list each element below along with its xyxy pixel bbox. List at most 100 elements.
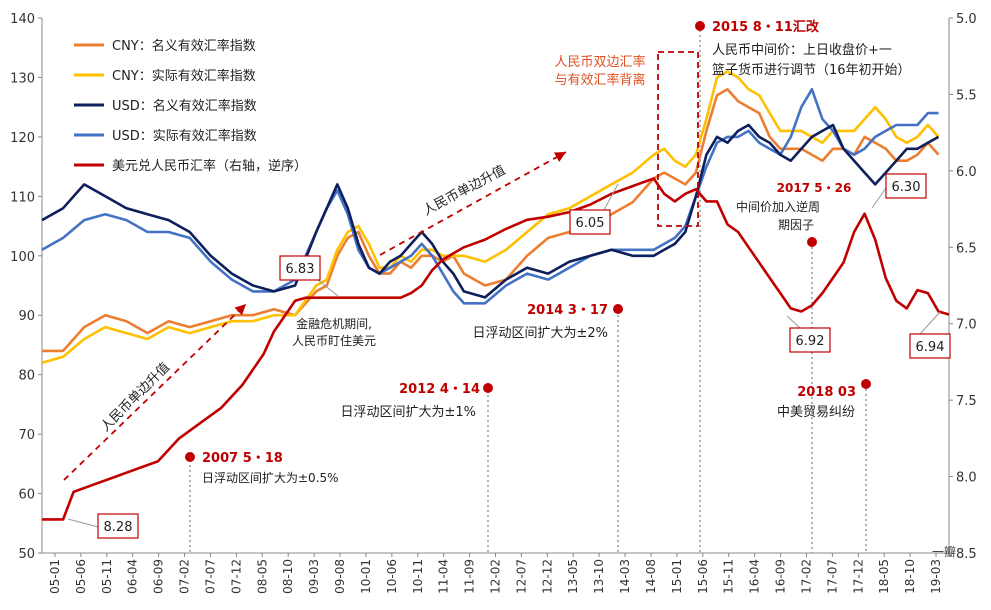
value-box xyxy=(885,173,927,199)
x-tick-label: 16-09 xyxy=(774,559,788,594)
right-tick-label: 7.5 xyxy=(956,394,977,409)
watermark-text: 一瓣 xyxy=(932,545,956,559)
left-tick-label: 120 xyxy=(10,131,35,146)
x-tick-label: 10-06 xyxy=(385,559,399,594)
x-tick-label: 09-03 xyxy=(307,559,321,594)
value-box-text: 6.05 xyxy=(576,216,605,231)
legend-label: 美元兑人民币汇率（右轴，逆序） xyxy=(112,158,307,174)
x-tick-label: 05-06 xyxy=(74,559,88,594)
event-text: 中间价加入逆周 xyxy=(736,199,820,214)
event-dot xyxy=(613,304,623,314)
value-box-leader xyxy=(919,311,941,335)
event-dot xyxy=(861,379,871,389)
event-text: 篮子货币进行调节（16年初开始） xyxy=(712,62,911,78)
x-tick-label: 07-12 xyxy=(229,559,243,594)
left-tick-label: 70 xyxy=(18,428,35,443)
event-date-label: 2007 5・18 xyxy=(202,451,283,466)
event-lines xyxy=(189,30,867,553)
x-tick-label: 07-07 xyxy=(203,559,217,594)
x-tick-label: 17-12 xyxy=(851,559,865,594)
dashed-arrow xyxy=(379,151,567,256)
event-date-label: 2018 03 xyxy=(797,385,856,400)
series-line xyxy=(42,88,940,353)
x-tick-label: 10-01 xyxy=(359,559,373,594)
x-tick-label: 08-05 xyxy=(255,559,269,594)
right-tick-label: 8.0 xyxy=(956,471,977,486)
value-box-text: 6.92 xyxy=(796,334,825,349)
x-tick-label: 09-08 xyxy=(333,559,347,594)
left-tick-label: 80 xyxy=(18,369,35,384)
left-tick-label: 130 xyxy=(10,71,35,86)
left-tick-label: 50 xyxy=(18,547,35,562)
x-tick-label: 11-09 xyxy=(463,559,477,594)
event-dot xyxy=(695,21,705,31)
value-box-leader xyxy=(786,315,801,329)
value-box-text: 6.94 xyxy=(916,340,945,355)
event-dot xyxy=(483,383,493,393)
series-line xyxy=(41,70,940,365)
left-tick-label: 110 xyxy=(10,190,35,205)
right-tick-label: 7.0 xyxy=(956,318,977,333)
note-text: 人民币双边汇率 xyxy=(554,54,645,70)
series-line xyxy=(41,123,940,299)
right-tick-label: 8.5 xyxy=(956,547,977,562)
note-text: 金融危机期间, xyxy=(296,316,372,331)
series-lines xyxy=(41,70,950,521)
x-tick-label: 06-04 xyxy=(126,559,140,594)
note-text: 与有效汇率背离 xyxy=(554,72,645,88)
value-box-leader xyxy=(317,279,339,297)
right-tick-label: 6.0 xyxy=(956,165,977,180)
event-dot xyxy=(807,237,817,247)
legend: CNY：名义有效汇率指数 CNY：实际有效汇率指数 USD：名义有效汇率指数 USD：… xyxy=(74,38,307,174)
value-box xyxy=(909,333,951,359)
x-tick-label: 15-01 xyxy=(670,559,684,594)
x-tick-label: 14-03 xyxy=(618,559,632,594)
right-tick-label: 5.5 xyxy=(956,88,977,103)
x-tick-label: 14-08 xyxy=(644,559,658,594)
legend-label: USD：名义有效汇率指数 xyxy=(112,98,257,114)
legend-label: USD：实际有效汇率指数 xyxy=(112,128,257,144)
annotations: 2007 5・18 日浮动区间扩大为±0.5% 2012 4・14 日浮动区间扩大为±… xyxy=(63,19,951,539)
dashed-arrow xyxy=(63,303,247,481)
value-box-leader xyxy=(603,183,619,211)
legend-label: CNY：名义有效汇率指数 xyxy=(112,38,256,54)
rotated-note-text: 人民币单边升值 xyxy=(420,162,508,219)
event-text: 中美贸易纠纷 xyxy=(777,405,855,420)
x-tick-label: 18-10 xyxy=(903,559,917,594)
x-tick-label: 17-07 xyxy=(825,559,839,594)
series-line xyxy=(42,177,950,521)
value-box-leader xyxy=(67,518,99,528)
value-box-text: 6.83 xyxy=(286,262,315,277)
event-text: 人民币中间价：上日收盘价+一 xyxy=(712,42,892,58)
x-tick-label: 05-01 xyxy=(48,559,62,594)
event-dot xyxy=(185,452,195,462)
left-tick-label: 90 xyxy=(18,309,35,324)
x-tick-label: 15-11 xyxy=(722,559,736,594)
value-box-text: 8.28 xyxy=(104,520,133,535)
left-tick-label: 140 xyxy=(10,12,35,27)
event-text: 期因子 xyxy=(778,218,814,232)
x-tick-label: 19-03 xyxy=(929,559,943,594)
x-tick-label: 12-07 xyxy=(514,559,528,594)
note-text: 人民币盯住美元 xyxy=(292,334,376,348)
x-tick-label: 13-05 xyxy=(566,559,580,594)
rotated-note-text: 人民币单边升值 xyxy=(97,359,173,435)
x-tick-label: 15-06 xyxy=(696,559,710,594)
x-tick-label: 07-02 xyxy=(178,559,192,594)
legend-label: CNY：实际有效汇率指数 xyxy=(112,68,256,84)
value-box-text: 6.30 xyxy=(892,180,921,195)
event-date-label: 2012 4・14 xyxy=(399,382,480,397)
x-tick-label: 11-04 xyxy=(437,559,451,594)
event-text: 日浮动区间扩大为±0.5% xyxy=(202,471,339,485)
x-tick-label: 18-05 xyxy=(877,559,891,594)
value-box xyxy=(569,209,611,235)
value-box xyxy=(97,513,139,539)
x-tick-label: 10-11 xyxy=(411,559,425,594)
x-tick-label: 17-02 xyxy=(799,559,813,594)
dashed-highlight-box xyxy=(657,51,699,227)
x-tick-label: 12-02 xyxy=(489,559,503,594)
event-text: 日浮动区间扩大为±1% xyxy=(340,405,476,420)
event-date-label: 2014 3・17 xyxy=(527,303,608,318)
value-box xyxy=(279,255,321,281)
